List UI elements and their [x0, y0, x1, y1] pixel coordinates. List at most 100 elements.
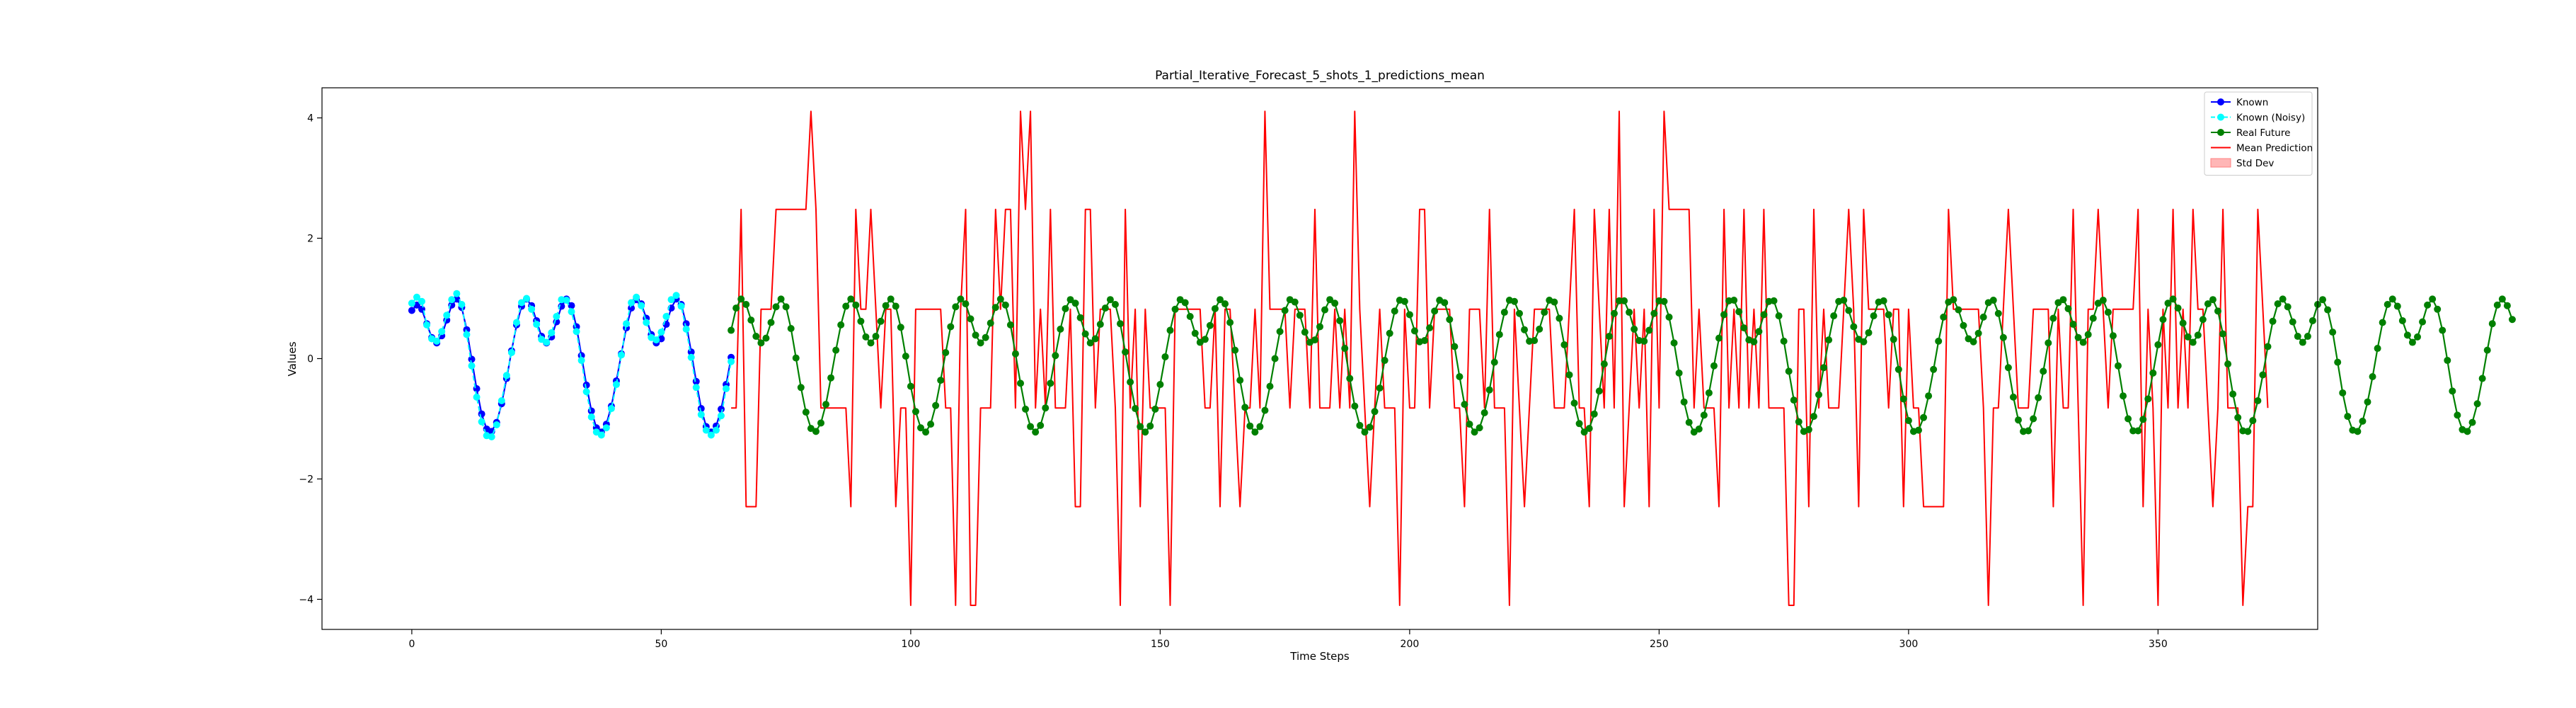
real-future-point-227 [1860, 338, 1868, 346]
real-future-point-311 [2279, 295, 2287, 303]
real-future-point-184 [1645, 326, 1653, 334]
real-future-point-260 [2025, 427, 2032, 435]
real-future-point-283 [2139, 416, 2147, 423]
real-future-point-306 [2254, 397, 2262, 404]
real-future-point-152 [1485, 386, 1493, 394]
known-noisy-point-46 [638, 302, 645, 309]
real-future-point-24 [847, 295, 855, 303]
known-noisy-point-7 [443, 312, 451, 319]
real-future-point-84 [1146, 422, 1154, 430]
real-future-point-225 [1850, 323, 1858, 331]
real-future-point-249 [1970, 338, 1977, 346]
real-future-point-275 [2099, 297, 2107, 304]
real-future-point-122 [1336, 316, 1344, 324]
real-future-point-7 [762, 334, 770, 342]
real-future-point-92 [1186, 313, 1194, 320]
real-future-point-243 [1940, 313, 1948, 321]
y-axis-label: Values [286, 341, 299, 376]
real-future-point-28 [867, 339, 875, 347]
real-future-point-115 [1301, 329, 1309, 336]
real-future-point-117 [1311, 336, 1318, 344]
known-noisy-point-47 [643, 319, 650, 326]
known-noisy-point-53 [672, 292, 680, 299]
known-noisy-point-1 [413, 293, 420, 301]
known-noisy-point-34 [577, 357, 585, 365]
real-future-point-126 [1356, 421, 1364, 429]
real-future-point-61 [1032, 428, 1040, 436]
known-point-58 [697, 405, 705, 413]
known-noisy-point-29 [553, 313, 560, 320]
real-future-point-273 [2089, 314, 2097, 322]
real-future-point-43 [942, 349, 950, 356]
real-future-point-34 [897, 324, 904, 331]
real-future-point-174 [1595, 387, 1603, 395]
real-future-point-197 [1710, 362, 1718, 370]
real-future-point-91 [1181, 299, 1189, 307]
real-future-point-125 [1351, 402, 1359, 410]
known-noisy-point-42 [618, 351, 625, 359]
known-point-32 [568, 302, 575, 309]
legend-label-mean-prediction: Mean Prediction [2236, 143, 2313, 154]
real-future-point-12 [787, 325, 795, 332]
legend-label-std-dev: Std Dev [2236, 158, 2274, 169]
real-future-point-62 [1037, 421, 1045, 429]
real-future-point-66 [1057, 325, 1064, 333]
real-future-point-255 [1999, 333, 2007, 341]
real-future-point-285 [2149, 369, 2157, 377]
real-future-point-282 [2134, 427, 2142, 435]
real-future-point-202 [1735, 308, 1743, 316]
real-future-point-35 [902, 353, 909, 360]
real-future-point-70 [1076, 314, 1084, 321]
real-future-point-99 [1221, 300, 1229, 308]
real-future-point-109 [1271, 355, 1279, 362]
real-future-point-213 [1790, 396, 1798, 404]
real-future-point-88 [1166, 326, 1174, 334]
real-future-point-296 [2204, 300, 2212, 308]
real-future-point-57 [1011, 350, 1019, 358]
real-future-point-146 [1456, 373, 1464, 380]
real-future-point-132 [1386, 329, 1393, 337]
real-future-point-102 [1236, 377, 1244, 384]
real-future-point-123 [1341, 345, 1349, 353]
real-future-point-145 [1451, 343, 1459, 350]
real-future-point-339 [2419, 318, 2427, 326]
real-future-point-68 [1066, 296, 1074, 304]
known-noisy-point-17 [493, 421, 500, 428]
real-future-point-95 [1201, 336, 1209, 343]
y-tick-label--2: −2 [299, 474, 314, 486]
real-future-point-27 [862, 333, 870, 341]
real-future-point-151 [1480, 409, 1488, 416]
real-future-point-121 [1331, 299, 1339, 307]
real-future-point-103 [1241, 404, 1249, 411]
real-future-point-163 [1541, 309, 1548, 316]
known-noisy-point-57 [692, 384, 700, 392]
known-noisy-point-24 [528, 305, 536, 313]
known-noisy-point-50 [657, 329, 665, 336]
real-future-point-312 [2284, 303, 2292, 311]
known-point-55 [682, 320, 690, 328]
known-noisy-point-33 [573, 328, 580, 336]
real-future-point-257 [2009, 393, 2017, 401]
real-future-point-42 [937, 377, 945, 384]
known-noisy-point-10 [458, 301, 466, 308]
real-future-point-48 [967, 315, 974, 323]
real-future-point-135 [1401, 297, 1408, 305]
real-future-point-299 [2219, 330, 2227, 338]
real-future-point-154 [1495, 331, 1503, 338]
real-future-point-187 [1660, 297, 1668, 305]
known-noisy-point-14 [478, 418, 485, 426]
real-future-point-59 [1022, 405, 1030, 413]
real-future-point-300 [2224, 360, 2232, 368]
real-future-point-217 [1810, 413, 1817, 421]
known-noisy-point-31 [563, 297, 570, 304]
real-future-point-131 [1381, 357, 1388, 365]
real-future-point-343 [2439, 326, 2446, 334]
real-future-point-332 [2384, 301, 2391, 308]
real-future-point-209 [1770, 297, 1778, 304]
real-future-point-286 [2154, 341, 2162, 348]
real-future-point-178 [1616, 297, 1623, 304]
real-future-point-17 [812, 428, 820, 435]
known-point-62 [718, 405, 725, 413]
real-future-point-58 [1017, 379, 1024, 387]
